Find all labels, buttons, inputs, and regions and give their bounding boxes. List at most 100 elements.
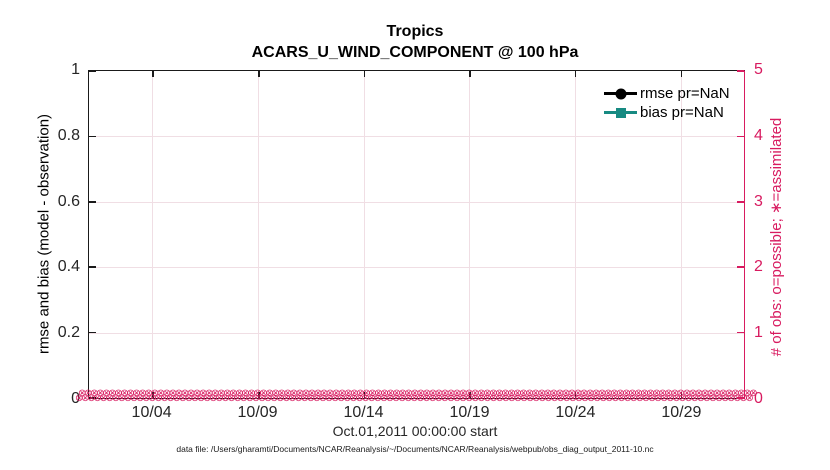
obs-marker-icon: ⊗ <box>306 392 315 404</box>
obs-marker-icon: ⊗ <box>337 392 346 404</box>
obs-marker-icon: ⊗ <box>90 388 99 399</box>
y-tick-left <box>89 331 96 334</box>
obs-marker-icon: ⊗ <box>574 392 584 404</box>
x-tick-label: 10/04 <box>131 404 172 421</box>
y-tick-left <box>89 201 96 203</box>
obs-marker-icon: ⊗ <box>190 392 200 404</box>
tick-layer <box>89 70 744 399</box>
obs-marker-icon: ⊗ <box>591 388 601 399</box>
obs-marker-icon: ⊗ <box>162 388 172 399</box>
obs-marker-icon: ⊗ <box>367 392 376 404</box>
x-tick-label: 10/24 <box>555 404 596 421</box>
gridline-y <box>89 201 744 203</box>
obs-marker-icon: ⊗ <box>379 392 389 404</box>
x-tick-top <box>152 71 154 77</box>
obs-marker-icon: ⊗ <box>380 388 389 399</box>
obs-marker-icon: ⊗ <box>93 392 102 404</box>
obs-marker-icon: ⊗ <box>75 392 84 404</box>
x-axis-label: Oct.01,2011 00:00:00 start <box>332 423 498 439</box>
x-tick-bottom <box>469 392 471 398</box>
y-axis-right-label: # of obs: o=possible; ∗=assimilated <box>768 117 785 357</box>
obs-marker-icon: ⊗ <box>349 392 358 404</box>
obs-marker-icon: ⊗ <box>452 392 462 404</box>
obs-marker-icon: ⊗ <box>694 388 704 399</box>
obs-marker-icon: ⊗ <box>78 388 87 399</box>
plot-title: Tropics <box>386 23 444 40</box>
obs-marker-icon: ⊗ <box>737 388 746 399</box>
obs-marker-icon: ⊗ <box>300 392 309 404</box>
obs-marker-icon: ⊗ <box>640 388 649 399</box>
obs-marker-icon: ⊗ <box>221 392 230 404</box>
obs-marker-icon: ⊗ <box>105 392 114 404</box>
y-tick-label-right: 3 <box>754 192 763 210</box>
obs-marker-icon: ⊗ <box>598 388 607 399</box>
obs-marker-icon: ⊗ <box>361 392 370 404</box>
obs-marker-icon: ⊗ <box>307 388 317 399</box>
obs-marker-icon: ⊗ <box>295 388 305 399</box>
obs-marker-icon: ⊗ <box>666 392 675 404</box>
obs-marker-icon: ⊗ <box>684 392 693 404</box>
legend-label: rmse pr=NaN <box>640 85 730 102</box>
obs-marker-icon: ⊗ <box>184 392 194 404</box>
obs-marker-icon: ⊗ <box>84 388 93 399</box>
y-tick-label-left: 0 <box>71 390 80 407</box>
obs-marker-icon: ⊗ <box>343 392 352 404</box>
gridline-x <box>680 71 682 398</box>
obs-marker-icon: ⊗ <box>263 392 273 404</box>
obs-marker-icon: ⊗ <box>471 392 480 404</box>
obs-marker-icon: ⊗ <box>519 392 529 404</box>
obs-marker-icon: ⊗ <box>313 388 323 399</box>
y-tick-label-right: 5 <box>754 61 763 78</box>
obs-marker-icon: ⊗ <box>714 392 724 404</box>
legend-entry: rmse pr=NaN <box>604 84 730 103</box>
obs-marker-icon: ⊗ <box>204 388 214 399</box>
obs-marker-icon: ⊗ <box>452 388 462 399</box>
y-tick-label-left: 1 <box>71 61 80 78</box>
y-tick-left <box>89 397 96 399</box>
obs-marker-icon: ⊗ <box>410 388 419 399</box>
obs-marker-icon: ⊗ <box>739 392 748 404</box>
obs-marker-icon: ⊗ <box>458 388 468 399</box>
obs-marker-icon: ⊗ <box>573 388 583 399</box>
gridline-y <box>89 332 744 334</box>
obs-marker-icon: ⊗ <box>623 392 632 404</box>
obs-marker-icon: ⊗ <box>108 388 117 399</box>
x-tick-top <box>680 71 683 77</box>
x-tick-bottom <box>680 392 683 398</box>
obs-marker-icon: ⊗ <box>567 388 577 399</box>
obs-marker-icon: ⊗ <box>148 392 157 404</box>
obs-marker-icon: ⊗ <box>495 392 504 404</box>
obs-marker-icon: ⊗ <box>209 392 218 404</box>
y-tick-label-right: 4 <box>754 126 763 144</box>
obs-marker-icon: ⊗ <box>276 392 285 404</box>
obs-marker-icon: ⊗ <box>690 392 699 404</box>
y-tick-label-right: 1 <box>754 324 763 342</box>
obs-marker-icon: ⊗ <box>465 392 474 404</box>
obs-marker-icon: ⊗ <box>282 392 291 404</box>
obs-marker-icon: ⊗ <box>720 392 730 404</box>
obs-marker-icon: ⊗ <box>647 392 657 404</box>
obs-marker-icon: ⊗ <box>227 392 236 404</box>
obs-marker-icon: ⊗ <box>81 392 90 404</box>
obs-marker-icon: ⊗ <box>428 392 437 404</box>
obs-marker-icon: ⊗ <box>99 392 108 404</box>
obs-marker-icon: ⊗ <box>156 388 165 399</box>
obs-marker-icon: ⊗ <box>543 388 552 399</box>
obs-marker-icon: ⊗ <box>495 388 504 399</box>
obs-marker-icon: ⊗ <box>211 388 220 399</box>
obs-marker-icon: ⊗ <box>325 388 335 399</box>
obs-marker-row: ⊗ ⊗ ⊗ ⊗ ⊗ ⊗ ⊗ ⊗ ⊗ ⊗ ⊗ ⊗ ⊗ ⊗ ⊗ ⊗ ⊗ ⊗ ⊗ ⊗ ⊗ ⊗ ⊗ ⊗ ⊗ ⊗ ⊗ ⊗ ⊗ ⊗ ⊗ ⊗ ⊗ ⊗ ⊗ ⊗ ⊗ ⊗ ⊗ ⊗… <box>78 388 758 399</box>
y-tick-right <box>737 397 744 399</box>
x-tick-label: 10/09 <box>237 404 278 421</box>
obs-marker-icon: ⊗ <box>670 388 679 399</box>
obs-marker-icon: ⊗ <box>386 388 395 399</box>
obs-marker-icon: ⊗ <box>634 388 643 399</box>
obs-marker-icon: ⊗ <box>398 388 407 399</box>
obs-marker-icon: ⊗ <box>579 388 589 399</box>
obs-marker-icon: ⊗ <box>501 388 510 399</box>
obs-marker-icon: ⊗ <box>283 388 292 399</box>
obs-marker-icon: ⊗ <box>178 392 187 404</box>
obs-marker-icon: ⊗ <box>628 388 637 399</box>
x-tick-label: 10/29 <box>661 404 702 421</box>
obs-marker-icon: ⊗ <box>96 388 105 399</box>
